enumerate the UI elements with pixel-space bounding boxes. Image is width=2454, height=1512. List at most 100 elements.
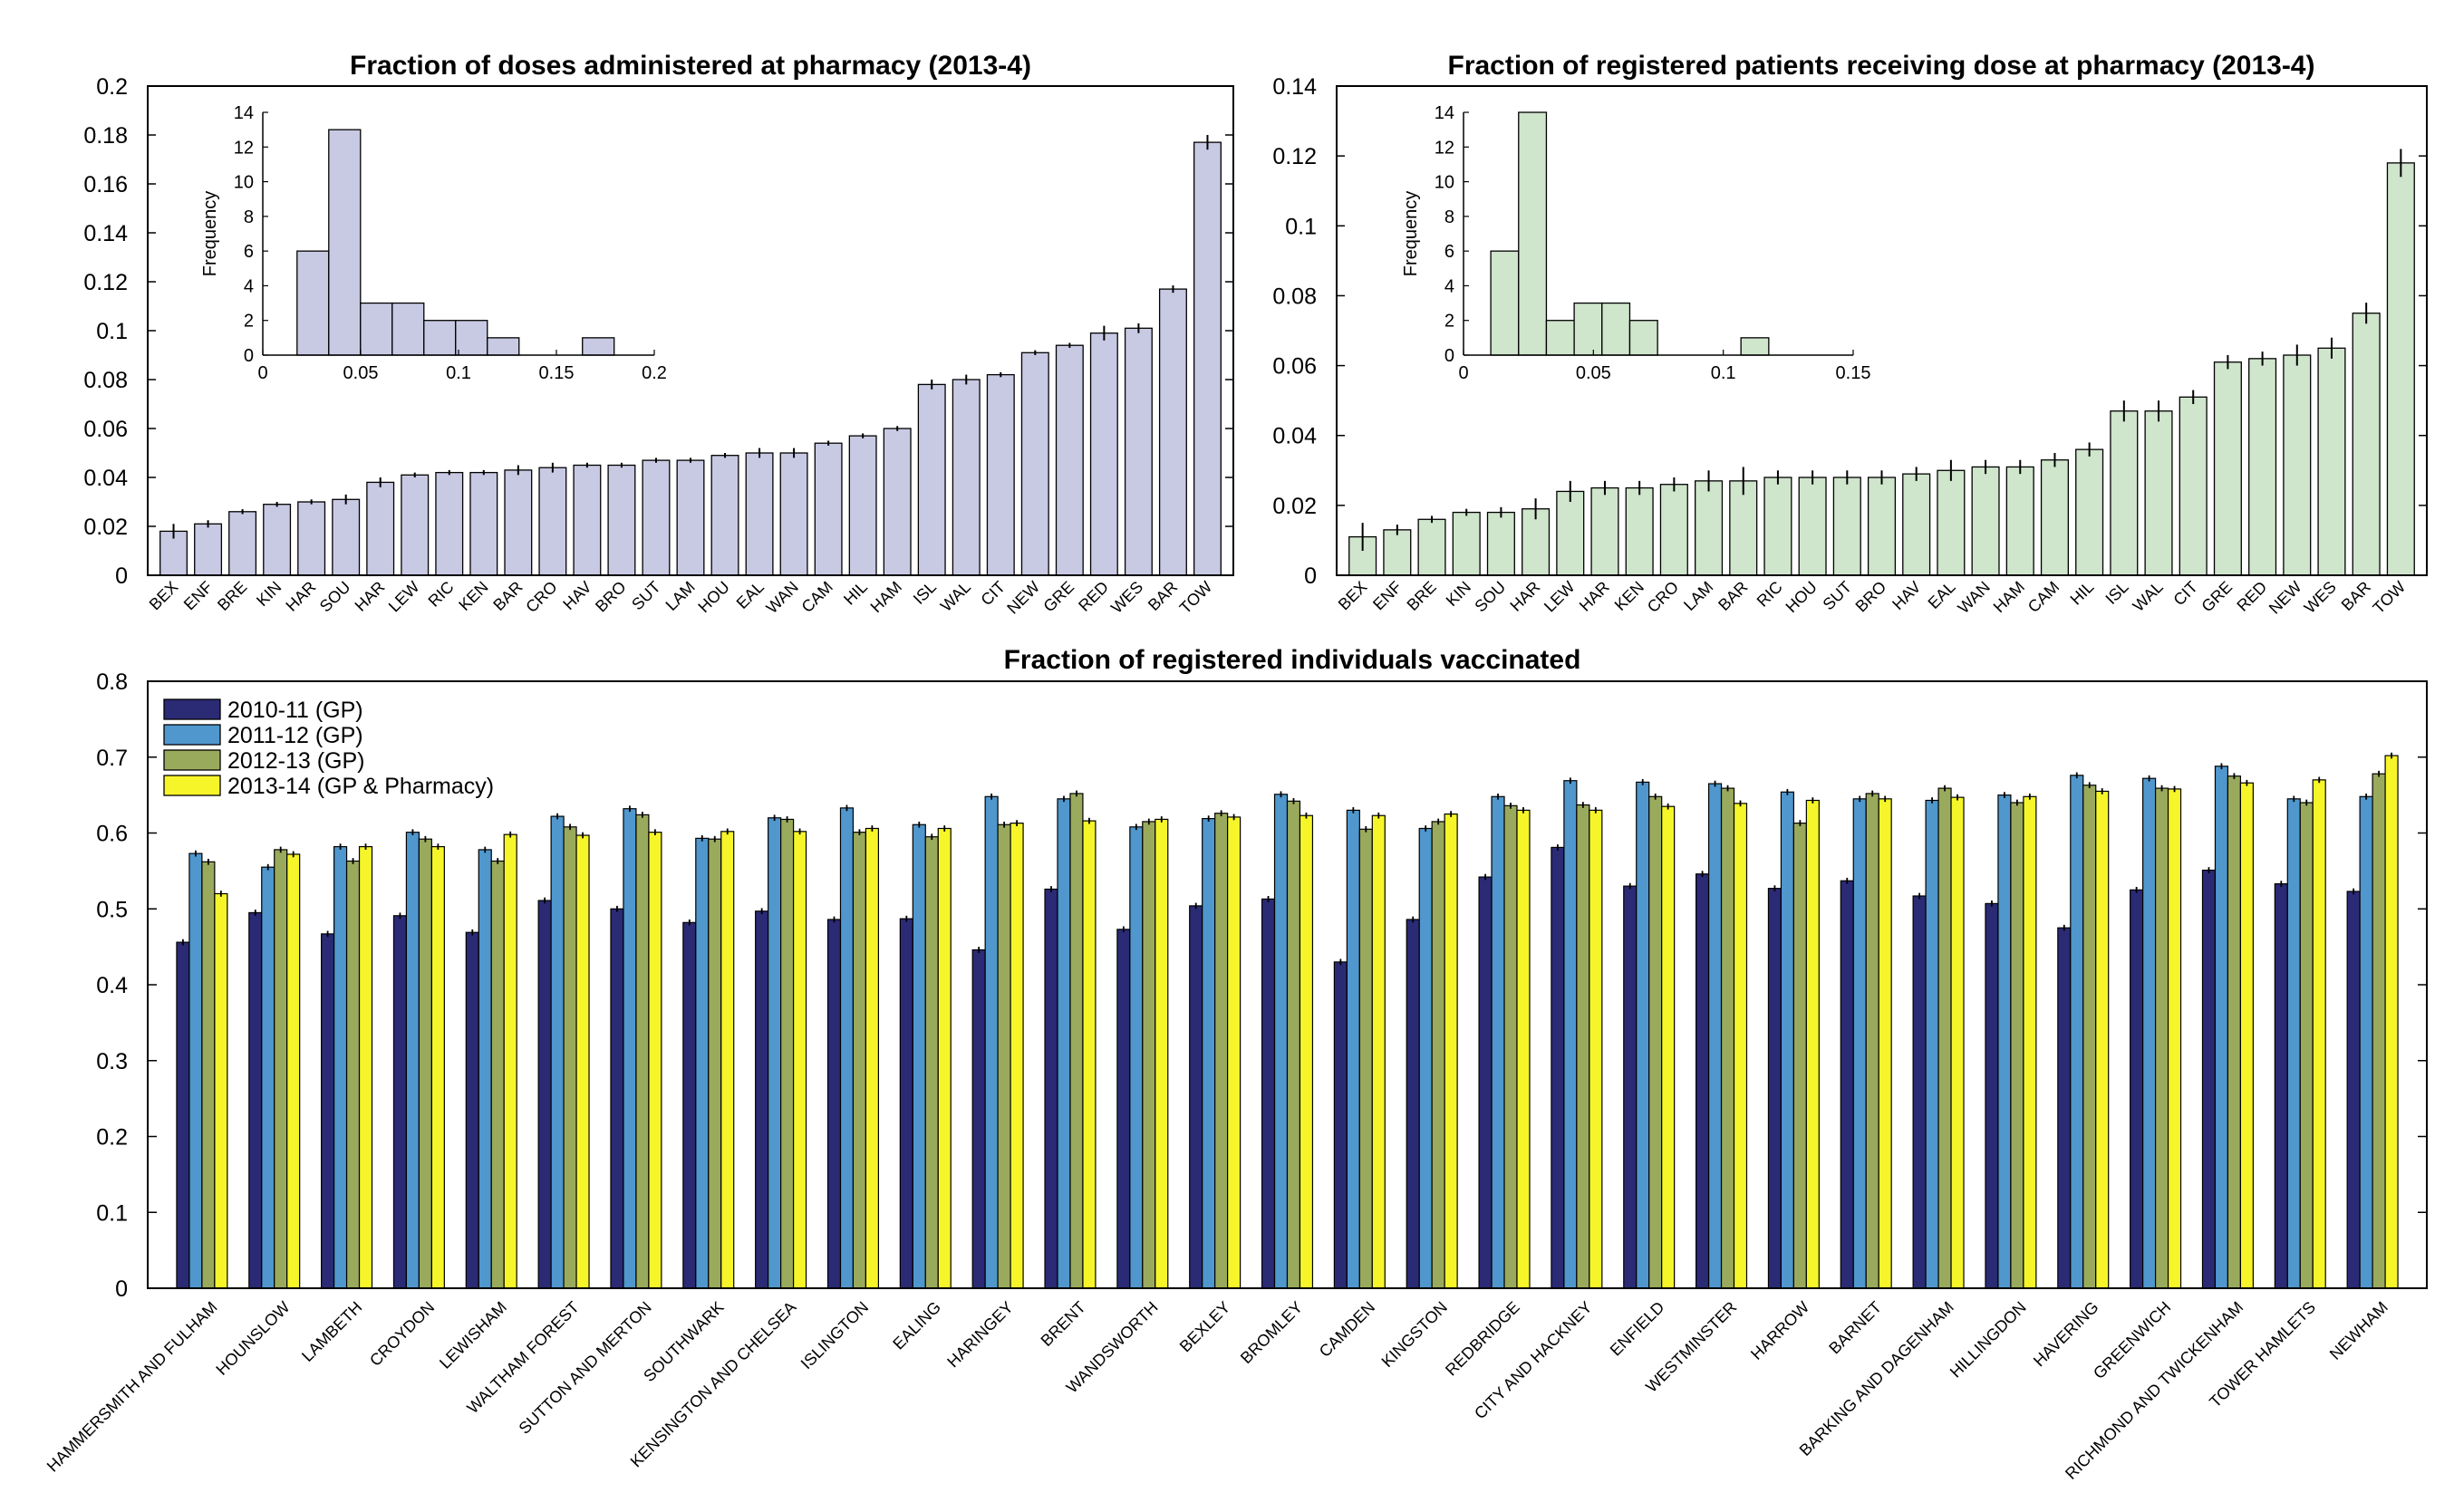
bar — [2201, 869, 2217, 1289]
x-tick-label: BAR — [2338, 578, 2374, 614]
histogram-bin — [487, 337, 520, 356]
bar — [176, 941, 190, 1289]
bar — [2110, 410, 2139, 576]
bar — [848, 435, 877, 576]
x-tick-label: SUT — [628, 578, 664, 614]
x-tick-label: CITY AND HACKNEY — [1471, 1298, 1596, 1423]
y-tick-label: 0.14 — [83, 221, 128, 246]
y-tick-label: 0.06 — [1272, 354, 1317, 380]
histogram-bin — [391, 302, 425, 356]
inset-x-tick-label: 0 — [257, 363, 267, 383]
y-tick-label: 0.18 — [83, 123, 128, 149]
y-tick-label: 0.3 — [96, 1049, 128, 1074]
bar — [1089, 332, 1118, 576]
inset-x-tick-label: 0.05 — [1576, 363, 1611, 383]
bar — [1733, 803, 1748, 1289]
bar — [792, 831, 807, 1289]
bar — [1082, 820, 1097, 1289]
x-tick-label: HAR — [352, 578, 389, 615]
bar — [642, 459, 671, 576]
plot-frame — [1336, 85, 2428, 576]
bar — [469, 471, 498, 576]
x-tick-label: BAR — [1145, 578, 1181, 614]
bar — [1563, 780, 1578, 1289]
inset-y-tick-label: 8 — [244, 207, 254, 227]
bar — [1878, 798, 1892, 1289]
bar — [682, 921, 697, 1289]
bar — [2070, 775, 2084, 1289]
bar — [1214, 813, 1229, 1289]
x-tick-label: REDBRIDGE — [1442, 1298, 1523, 1380]
bar — [2239, 782, 2254, 1289]
legend-swatch — [163, 749, 221, 771]
bar — [1010, 823, 1024, 1289]
legend-swatch — [163, 724, 221, 746]
bar — [852, 832, 867, 1289]
x-tick-label: BEX — [146, 578, 182, 614]
bar — [1950, 796, 1965, 1289]
bar — [2384, 755, 2399, 1289]
bar — [263, 504, 292, 576]
bar — [297, 501, 326, 576]
bar — [1044, 888, 1058, 1289]
bar — [228, 511, 257, 576]
bar — [1696, 873, 1710, 1289]
y-tick-label: 0.12 — [1272, 144, 1317, 169]
y-tick-label: 0.06 — [83, 417, 128, 442]
x-tick-label: HOU — [1783, 578, 1821, 616]
bar — [912, 823, 926, 1289]
bar — [1371, 814, 1386, 1289]
histogram-bin — [1628, 320, 1658, 356]
y-tick-label: 0.7 — [96, 746, 128, 771]
y-tick-label: 0.08 — [1272, 284, 1317, 309]
bar — [201, 861, 216, 1289]
chart-patients: Fraction of registered patients receivin… — [1272, 51, 2428, 618]
histogram-bin — [455, 320, 488, 356]
inset-histogram: 0 2 4 6 8 10 12 14 0 0.05 0.1 0.15 0.2 Frequency — [200, 103, 667, 383]
inset-y-tick-label: 6 — [244, 242, 254, 262]
bar — [1832, 477, 1861, 576]
inset-x-tick-label: 0.2 — [642, 363, 667, 383]
histogram-bin — [1545, 320, 1575, 356]
bar — [883, 428, 912, 576]
inset-y-tick-label: 14 — [234, 103, 254, 123]
x-tick-label: WAL — [937, 578, 974, 615]
bar — [1695, 480, 1724, 576]
x-tick-label: RED — [1075, 578, 1112, 615]
inset-y-tick-label: 2 — [1444, 312, 1454, 332]
x-tick-label: HAR — [282, 578, 319, 615]
x-tick-label: CAM — [798, 578, 836, 616]
y-tick-label: 0.1 — [1285, 214, 1317, 239]
x-tick-label: ENF — [180, 578, 217, 614]
bar — [401, 474, 430, 576]
chart-doses: Fraction of doses administered at pharma… — [83, 51, 1234, 618]
x-tick-label: HOU — [694, 578, 732, 616]
inset-y-tick-label: 6 — [1444, 242, 1454, 262]
bar — [1057, 798, 1071, 1289]
bar — [708, 838, 722, 1289]
bar — [986, 373, 1015, 576]
histogram-bin — [360, 302, 393, 356]
x-tick-label: HAVERING — [2030, 1298, 2102, 1371]
x-tick-label: ENF — [1369, 578, 1406, 614]
bar — [648, 832, 662, 1289]
x-tick-label: BEX — [1335, 578, 1371, 614]
inset-x-tick-label: 0.15 — [1836, 363, 1871, 383]
bar — [332, 498, 361, 576]
bar — [1623, 885, 1638, 1289]
bar — [2283, 354, 2312, 576]
inset-y-tick-label: 4 — [1444, 276, 1454, 296]
inset-y-tick-label: 0 — [244, 346, 254, 366]
x-tick-label: CROYDON — [366, 1298, 438, 1370]
bar — [1444, 813, 1458, 1289]
x-tick-label: HIL — [2067, 578, 2098, 609]
bar — [610, 908, 624, 1289]
bar — [917, 383, 946, 576]
x-tick-label: BAR — [489, 578, 526, 614]
bar — [1486, 511, 1515, 576]
bar — [1661, 805, 1676, 1289]
x-tick-label: KINGSTON — [1378, 1298, 1451, 1371]
x-tick-label: WES — [2301, 578, 2340, 617]
bar — [1116, 929, 1131, 1289]
x-tick-label: WAL — [2130, 578, 2167, 615]
